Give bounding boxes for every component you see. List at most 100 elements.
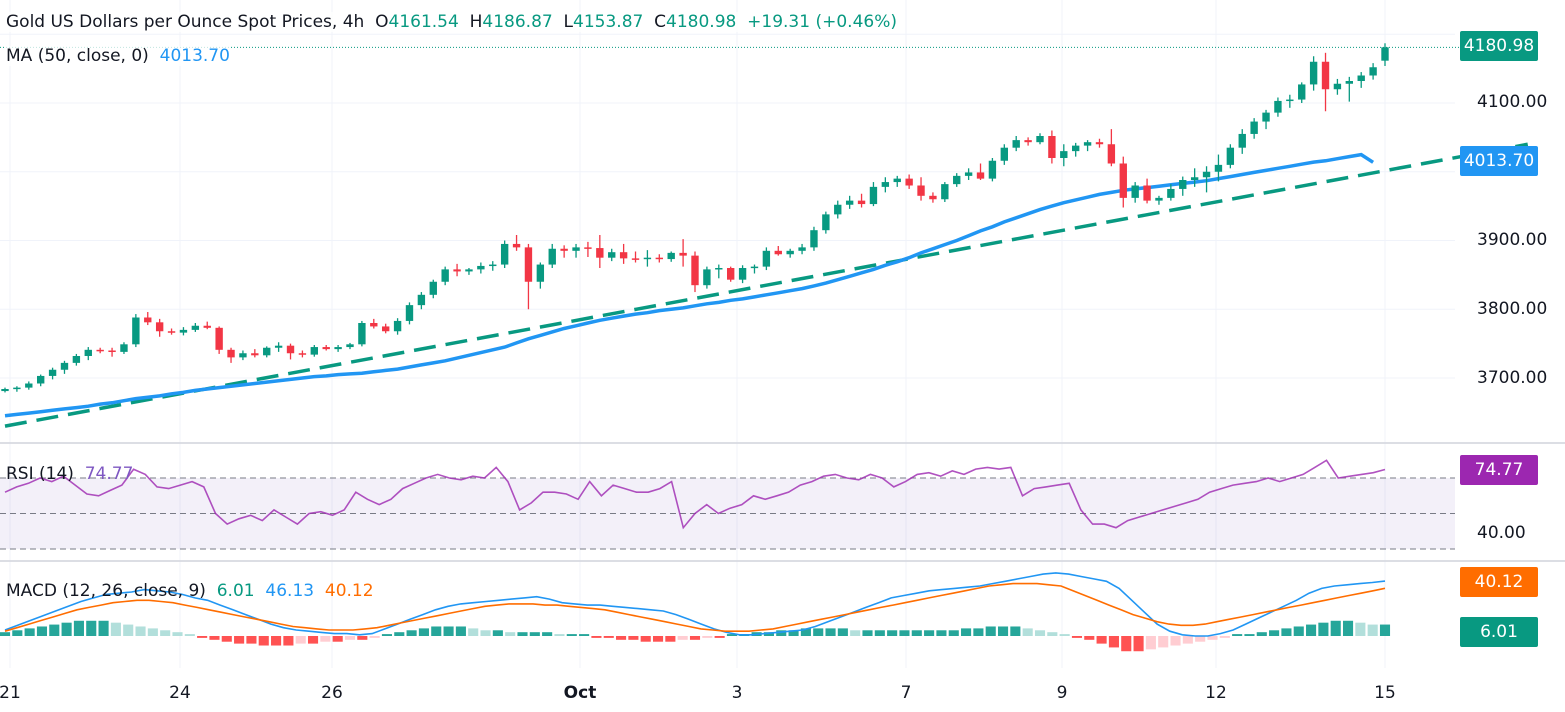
candle-body <box>1309 61 1318 85</box>
macd-histogram-bar <box>887 630 898 636</box>
date-tick: 26 <box>321 683 343 703</box>
macd-histogram-bar <box>381 634 393 636</box>
candle <box>536 262 545 289</box>
candle <box>1072 142 1080 157</box>
macd-histogram-bar <box>1047 632 1058 636</box>
candle-body <box>263 347 271 356</box>
macd-histogram-bar <box>517 632 528 636</box>
macd-histogram-bar <box>1034 630 1046 636</box>
candle-body <box>667 252 675 260</box>
candle <box>25 381 33 390</box>
candle <box>72 353 81 366</box>
candle-body <box>370 323 378 327</box>
macd-histogram-bar <box>1269 630 1280 636</box>
macd-histogram-bar <box>394 632 405 636</box>
macd-histogram-bar <box>110 622 121 636</box>
candle-body <box>941 184 949 200</box>
candle <box>1095 138 1104 148</box>
candle-body <box>132 317 140 345</box>
macd-histogram-bar <box>73 620 84 636</box>
candle <box>298 350 307 358</box>
macd-histogram-bar <box>369 636 380 638</box>
candle <box>774 246 782 256</box>
macd-histogram-bar <box>652 636 664 642</box>
ma-legend: MA (50, close, 0) 4013.70 <box>6 46 230 66</box>
change-value: +19.31 (+0.46%) <box>747 12 897 32</box>
candle <box>869 182 878 207</box>
macd-histogram-bar <box>874 630 885 636</box>
macd-histogram-bar <box>1318 622 1329 636</box>
candle-body <box>964 172 973 176</box>
candle <box>179 327 188 336</box>
macd-histogram-bar <box>1306 624 1317 636</box>
macd-histogram-bar <box>1170 636 1181 646</box>
macd-histogram-bar <box>1379 624 1391 636</box>
candle-body <box>1321 61 1330 90</box>
macd-histogram-bar <box>665 636 676 642</box>
candle <box>334 345 342 352</box>
candle <box>453 263 461 277</box>
low-label: L <box>563 12 574 32</box>
candle <box>750 264 759 274</box>
candle <box>96 347 104 354</box>
candle <box>489 261 497 271</box>
candle <box>84 347 92 361</box>
macd-histogram-bar <box>258 636 269 646</box>
candle <box>608 248 616 262</box>
candle-body <box>429 281 437 295</box>
candle-body <box>1095 142 1104 145</box>
candle <box>1083 140 1092 152</box>
macd-histogram-bar <box>271 636 282 646</box>
candle-body <box>988 160 997 179</box>
macd-histogram-bar <box>788 630 799 636</box>
candle-body <box>48 369 57 376</box>
candle <box>382 323 390 334</box>
macd-histogram-bar <box>209 636 220 640</box>
candle-body <box>1333 83 1342 90</box>
candle-body <box>548 248 556 265</box>
candle <box>1048 130 1056 164</box>
candle <box>619 243 628 264</box>
macd-histogram-bar <box>1195 636 1206 642</box>
macd-histogram-bar <box>1342 620 1354 636</box>
candle-body <box>917 185 925 196</box>
candle-body <box>227 349 235 358</box>
macd-histogram-bar <box>1330 620 1341 636</box>
candle-body <box>358 323 366 345</box>
candle <box>845 195 854 209</box>
candle <box>893 175 901 187</box>
candle <box>1155 195 1163 205</box>
candle-body <box>60 362 69 370</box>
candle-body <box>453 269 461 272</box>
macd-histogram-bar <box>172 632 183 636</box>
candle <box>512 235 521 251</box>
macd-histogram-bar <box>763 632 774 636</box>
macd-histogram-bar <box>36 626 48 636</box>
macd-histogram-bar <box>726 634 738 636</box>
candle-body <box>417 294 426 306</box>
candle-body <box>1381 47 1389 61</box>
macd-histogram-bar <box>468 628 479 636</box>
candle-body <box>905 178 913 186</box>
macd-histogram-bar <box>1059 634 1070 636</box>
date-tick: 7 <box>900 683 912 703</box>
macd-histogram-bar <box>702 636 713 638</box>
candle-body <box>703 269 711 286</box>
candle-body <box>1298 84 1306 100</box>
candle-body <box>1274 100 1282 113</box>
candle <box>370 318 378 329</box>
candle-body <box>286 345 295 354</box>
macd-histogram-bar <box>98 620 109 636</box>
date-tick: 21 <box>0 683 21 703</box>
candle-body <box>1000 147 1008 161</box>
macd-histogram-bar <box>997 626 1009 636</box>
macd-histogram-bar <box>542 632 553 636</box>
candle-body <box>727 268 735 280</box>
candle-body <box>822 214 830 231</box>
macd-histogram-bar <box>160 630 171 636</box>
macd-histogram-bar <box>295 636 306 644</box>
macd-histogram-bar <box>49 624 60 636</box>
candle <box>310 345 318 357</box>
last-price-tag: 4180.98 <box>1460 31 1538 61</box>
candle <box>393 318 402 335</box>
